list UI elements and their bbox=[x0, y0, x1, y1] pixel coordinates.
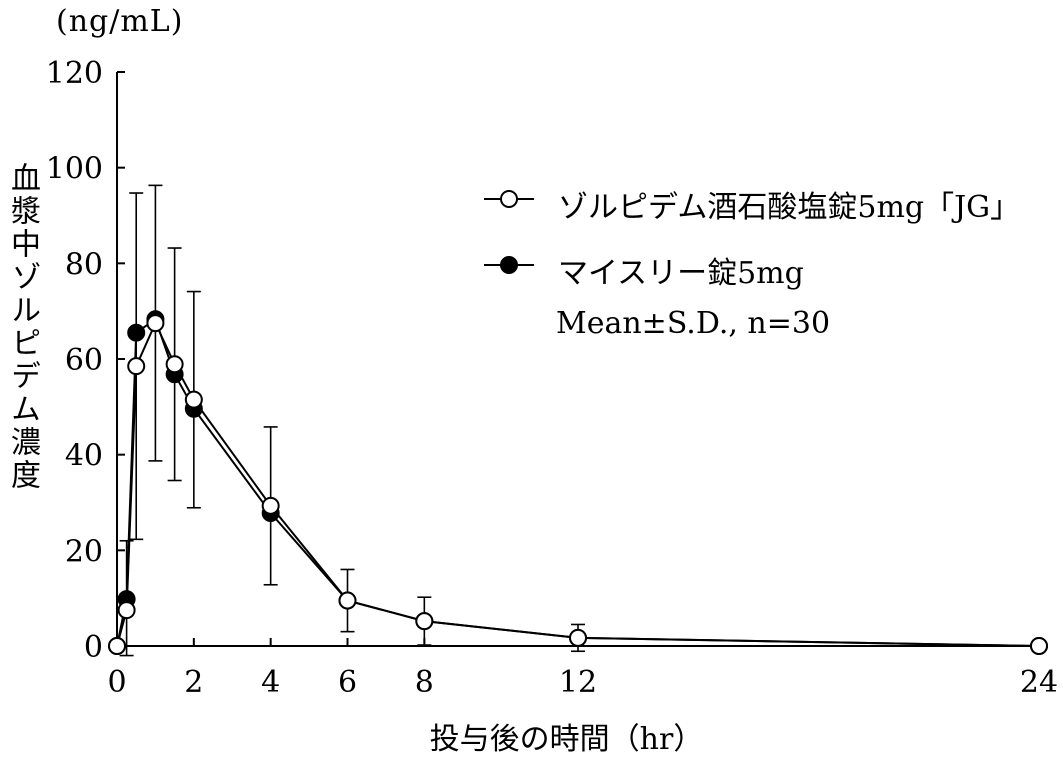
x-tick-label: 8 bbox=[415, 665, 434, 700]
data-point-open bbox=[261, 496, 280, 515]
y-tick-label: 0 bbox=[84, 630, 103, 665]
x-tick-label: 0 bbox=[107, 665, 126, 700]
stats-note: Mean±S.D., n=30 bbox=[556, 306, 831, 341]
data-point-open bbox=[127, 357, 146, 376]
x-tick-label: 4 bbox=[261, 665, 280, 700]
y-tick-label: 20 bbox=[65, 534, 103, 569]
x-tick-label: 12 bbox=[559, 665, 597, 700]
series-line-jg bbox=[116, 320, 1040, 647]
data-point-open bbox=[1030, 637, 1048, 655]
filled-circle-marker-icon bbox=[484, 256, 534, 274]
y-tick-label: 120 bbox=[46, 56, 103, 91]
y-tick-label: 80 bbox=[65, 247, 103, 282]
y-tick-label: 60 bbox=[65, 343, 103, 378]
legend-label: マイスリー錠5mg bbox=[558, 256, 804, 291]
data-point-open bbox=[338, 591, 357, 610]
data-point-open bbox=[415, 612, 434, 631]
data-points bbox=[108, 310, 1048, 655]
open-circle-marker-icon bbox=[484, 190, 534, 208]
x-axis-title: 投与後の時間（hr） bbox=[429, 722, 704, 757]
data-point-open bbox=[108, 637, 126, 655]
legend-label: ゾルピデム酒石酸塩錠5mg「JG」 bbox=[558, 190, 1021, 225]
data-point-filled bbox=[127, 323, 146, 342]
y-tick-label: 100 bbox=[46, 152, 103, 187]
data-point-open bbox=[569, 628, 587, 647]
y-tick-label: 40 bbox=[65, 439, 103, 474]
y-unit-label: (ng/mL) bbox=[56, 4, 184, 39]
series-lines bbox=[116, 317, 1040, 647]
data-point-open bbox=[165, 355, 184, 374]
series-line-myslee bbox=[116, 317, 1040, 647]
data-point-open bbox=[184, 390, 203, 409]
data-point-open bbox=[146, 314, 165, 333]
y-axis-title: 血漿中ゾルピデム濃度 bbox=[5, 162, 40, 492]
x-tick-label: 2 bbox=[184, 665, 203, 700]
data-point-open bbox=[117, 601, 136, 620]
x-tick-label: 24 bbox=[1020, 665, 1058, 700]
x-tick-label: 6 bbox=[338, 665, 357, 700]
